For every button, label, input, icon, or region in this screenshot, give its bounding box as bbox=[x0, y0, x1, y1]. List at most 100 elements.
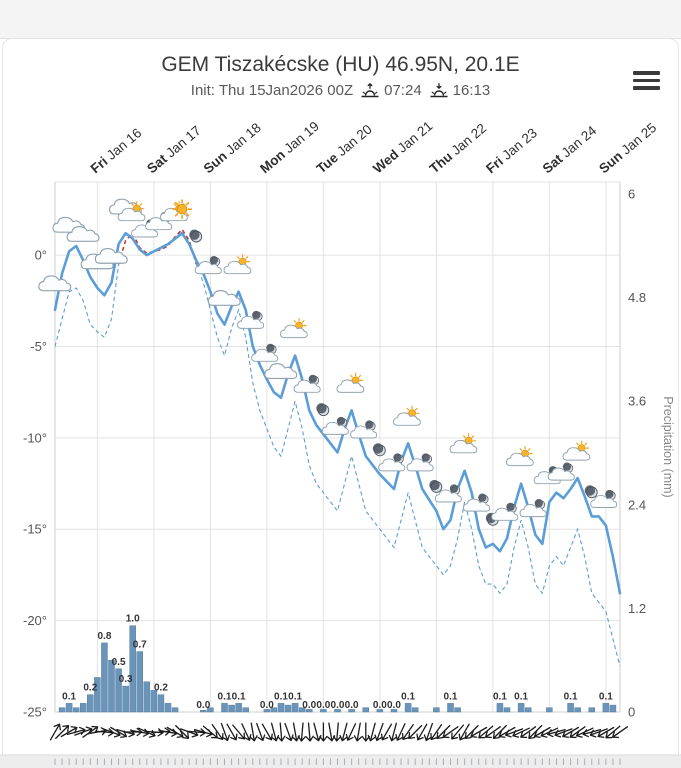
chart-title: GEM Tiszakécske (HU) 46.95N, 20.1E bbox=[161, 53, 520, 76]
svg-text:0.1: 0.1 bbox=[218, 691, 232, 702]
svg-text:Tue Jan 20: Tue Jan 20 bbox=[314, 122, 375, 177]
svg-text:6: 6 bbox=[628, 187, 635, 202]
svg-text:-15°: -15° bbox=[23, 522, 47, 537]
svg-text:Sat Jan 17: Sat Jan 17 bbox=[144, 123, 204, 176]
cloud-icon bbox=[264, 363, 298, 380]
moon-cloud-icon bbox=[406, 453, 434, 472]
moon-cloud-icon bbox=[350, 420, 378, 439]
svg-text:-25°: -25° bbox=[23, 705, 47, 720]
moon-icon bbox=[429, 479, 443, 493]
svg-text:0.1: 0.1 bbox=[274, 691, 288, 702]
cloud-icon bbox=[94, 247, 128, 264]
svg-text:0.0: 0.0 bbox=[196, 700, 210, 711]
moon-cloud-icon bbox=[321, 416, 349, 435]
moon-cloud-icon bbox=[293, 374, 321, 393]
svg-text:1.0: 1.0 bbox=[126, 614, 140, 625]
temp-line bbox=[53, 231, 622, 595]
sunset-info: 16:13 bbox=[429, 82, 490, 99]
svg-text:0.1: 0.1 bbox=[514, 691, 528, 702]
svg-text:0.7: 0.7 bbox=[133, 640, 147, 651]
meteogram-chart[interactable]: 0° -5° -10° -15° -20° -25° 6 4.8 3.6 2.4 1.2 0 Preci… bbox=[0, 110, 681, 768]
svg-text:Precipitation (mm): Precipitation (mm) bbox=[661, 396, 675, 497]
init-label: Init: Thu 15Jan2026 00Z bbox=[190, 82, 354, 99]
weather-icons bbox=[38, 198, 618, 526]
sun-cloud-icon bbox=[393, 405, 421, 426]
precip-axis-labels: 6 4.8 3.6 2.4 1.2 0 Precipitation (mm) bbox=[628, 187, 675, 720]
hamburger-icon bbox=[633, 78, 660, 83]
sun-cloud-icon bbox=[449, 433, 478, 454]
moon-cloud-icon bbox=[463, 493, 491, 512]
svg-text:0: 0 bbox=[628, 705, 635, 720]
sun-cloud-icon bbox=[336, 372, 365, 393]
sun-cloud-icon bbox=[506, 446, 534, 467]
svg-text:0.8: 0.8 bbox=[97, 631, 111, 642]
svg-text:Thu Jan 22: Thu Jan 22 bbox=[427, 120, 490, 176]
chart-subtitle: Init: Thu 15Jan2026 00Z 07:24 16:13 bbox=[3, 82, 678, 99]
moon-cloud-icon bbox=[519, 499, 547, 518]
moon-cloud-icon bbox=[237, 310, 265, 329]
svg-text:2.4: 2.4 bbox=[628, 497, 646, 512]
moon-icon bbox=[316, 403, 330, 417]
svg-text:0.2: 0.2 bbox=[154, 683, 168, 694]
svg-text:-5°: -5° bbox=[30, 339, 47, 354]
svg-text:0.0: 0.0 bbox=[302, 700, 316, 711]
svg-text:0.1: 0.1 bbox=[444, 691, 458, 702]
svg-text:0.1: 0.1 bbox=[232, 691, 246, 702]
svg-text:Wed Jan 21: Wed Jan 21 bbox=[370, 118, 435, 176]
moon-cloud-icon bbox=[378, 453, 406, 472]
svg-text:0.1: 0.1 bbox=[564, 691, 578, 702]
svg-text:0.2: 0.2 bbox=[83, 683, 97, 694]
moon-icon bbox=[189, 229, 203, 243]
chart-card: GEM Tiszakécske (HU) 46.95N, 20.1E Init:… bbox=[2, 38, 679, 768]
sunrise-info: 07:24 bbox=[360, 82, 422, 99]
svg-text:0.5: 0.5 bbox=[112, 657, 126, 668]
svg-text:0.1: 0.1 bbox=[599, 691, 613, 702]
sun-cloud-icon bbox=[280, 318, 308, 339]
svg-text:1.2: 1.2 bbox=[628, 601, 646, 616]
svg-text:0.0: 0.0 bbox=[387, 700, 401, 711]
moon-cloud-icon bbox=[590, 489, 618, 508]
svg-text:0.1: 0.1 bbox=[288, 691, 302, 702]
precip-bar-labels: 0.10.20.80.50.31.00.70.20.00.1 0.10.00.1 0… bbox=[62, 614, 613, 711]
svg-text:0.1: 0.1 bbox=[493, 691, 507, 702]
svg-text:0.0: 0.0 bbox=[345, 700, 359, 711]
wind-arrows bbox=[49, 722, 629, 742]
hamburger-icon bbox=[633, 86, 660, 90]
svg-text:Mon Jan 19: Mon Jan 19 bbox=[257, 118, 322, 176]
cloud-icon bbox=[38, 275, 72, 292]
bottom-tick-strip bbox=[0, 754, 681, 768]
gridlines bbox=[54, 181, 621, 713]
moon-cloud-icon bbox=[434, 484, 462, 503]
precip-bars bbox=[58, 625, 617, 713]
sunrise-time: 07:24 bbox=[384, 82, 422, 99]
moon-cloud-icon bbox=[194, 256, 222, 275]
svg-text:Sun Jan 18: Sun Jan 18 bbox=[201, 120, 264, 176]
svg-text:0.0: 0.0 bbox=[316, 700, 330, 711]
svg-text:4.8: 4.8 bbox=[628, 290, 646, 305]
moon-cloud-icon bbox=[491, 502, 519, 521]
sunrise-icon bbox=[361, 83, 379, 98]
svg-text:-20°: -20° bbox=[23, 613, 47, 628]
top-strip bbox=[0, 0, 681, 39]
svg-text:3.6: 3.6 bbox=[628, 394, 646, 409]
svg-text:Fri Jan 16: Fri Jan 16 bbox=[88, 125, 145, 176]
svg-text:Sat Jan 24: Sat Jan 24 bbox=[540, 123, 600, 177]
svg-text:Fri Jan 23: Fri Jan 23 bbox=[483, 125, 540, 176]
svg-text:0°: 0° bbox=[35, 248, 47, 263]
cloud-icon bbox=[207, 290, 241, 306]
chart-menu-button[interactable] bbox=[633, 69, 660, 92]
sunset-icon bbox=[430, 83, 448, 98]
moon-cloud-icon bbox=[251, 343, 279, 362]
hamburger-icon bbox=[633, 71, 660, 75]
svg-text:Sun Jan 25: Sun Jan 25 bbox=[596, 120, 659, 176]
sun-cloud-icon bbox=[223, 254, 252, 275]
svg-text:0.0: 0.0 bbox=[373, 700, 387, 711]
moon-icon bbox=[584, 485, 598, 499]
moon-icon bbox=[372, 443, 386, 457]
svg-text:0.1: 0.1 bbox=[62, 691, 76, 702]
sun-cloud-icon bbox=[562, 440, 591, 461]
svg-text:0.1: 0.1 bbox=[401, 691, 415, 702]
svg-text:-10°: -10° bbox=[23, 430, 47, 445]
cloud-icon bbox=[66, 226, 100, 242]
